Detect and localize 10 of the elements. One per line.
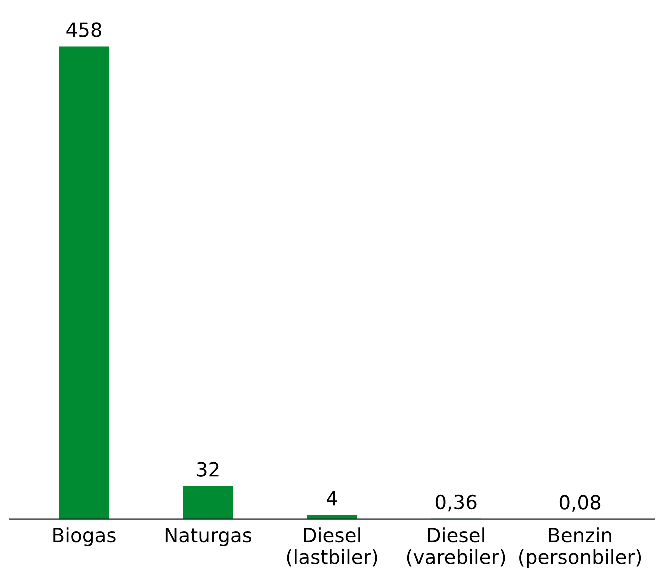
x-tick-label: Biogas bbox=[54, 528, 116, 546]
data-label: 4 bbox=[327, 491, 338, 506]
x-tick-label: Diesel (lastbiler) bbox=[287, 528, 378, 567]
data-label: 458 bbox=[66, 22, 102, 38]
data-label: 0,08 bbox=[560, 495, 601, 512]
x-tick-label: Naturgas bbox=[166, 528, 252, 546]
x-tick-label: Benzin (personbiler) bbox=[520, 528, 642, 568]
x-tick-label: Diesel (varebiler) bbox=[407, 528, 506, 567]
data-label: 32 bbox=[197, 462, 219, 477]
data-label: 0,36 bbox=[436, 494, 477, 512]
